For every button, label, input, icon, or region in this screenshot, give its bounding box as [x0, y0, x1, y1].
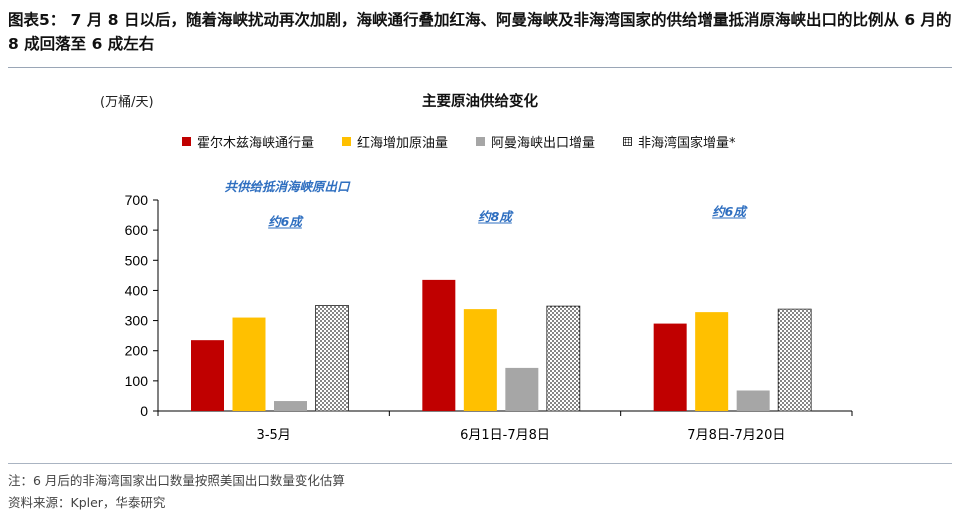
legend-label-non-gulf: 非海湾国家增量* — [638, 136, 736, 151]
bar-non-gulf — [777, 308, 812, 412]
bar-oman — [505, 367, 539, 411]
footnote: 注：6 月后的非海湾国家出口数量按照美国出口数量变化估算 — [8, 473, 345, 488]
legend-label-red-sea: 红海增加原油量 — [357, 136, 449, 151]
bar-hormuz — [653, 323, 687, 411]
y-tick-label: 700 — [125, 192, 149, 208]
bar-red-sea — [695, 312, 729, 411]
legend-item-oman: 阿曼海峡出口增量 — [476, 132, 595, 151]
legend-swatch-non-gulf — [623, 137, 633, 146]
legend-item-hormuz: 霍尔木兹海峡通行量 — [182, 132, 314, 151]
legend-label-oman: 阿曼海峡出口增量 — [491, 136, 596, 151]
footer-divider — [8, 463, 952, 464]
annotation-label: 约6成 — [712, 204, 748, 219]
bar-hormuz — [191, 340, 224, 411]
legend-swatch-red-sea — [342, 137, 352, 146]
chart-title: 主要原油供给变化 — [422, 94, 538, 110]
x-category-label: 7月8日-7月20日 — [687, 428, 785, 443]
y-tick-label: 400 — [125, 282, 149, 298]
x-category-label: 6月1日-7月8日 — [460, 428, 550, 443]
legend-swatch-oman — [476, 137, 486, 146]
bar-oman — [274, 401, 307, 411]
legend-item-non-gulf: 非海湾国家增量* — [623, 132, 736, 151]
legend-item-red-sea: 红海增加原油量 — [342, 132, 448, 151]
legend: 霍尔木兹海峡通行量 红海增加原油量 阿曼海峡出口增量 非海湾国家增量* — [182, 132, 736, 151]
bar-non-gulf — [546, 305, 581, 412]
y-tick-label: 200 — [125, 343, 149, 359]
source-note: 资料来源：Kpler，华泰研究 — [8, 495, 166, 510]
unit-label: (万桶/天) — [100, 95, 154, 110]
y-tick-label: 600 — [125, 222, 149, 238]
figure-title: 图表5： 7 月 8 日以后，随着海峡扰动再次加剧，海峡通行叠加红海、阿曼海峡及… — [8, 11, 952, 53]
y-tick-label: 0 — [140, 403, 148, 419]
bar-red-sea — [463, 309, 497, 411]
header-divider — [8, 67, 952, 68]
legend-swatch-hormuz — [182, 137, 191, 146]
bar-non-gulf — [315, 305, 349, 412]
bar-red-sea — [232, 317, 266, 411]
y-tick-label: 500 — [125, 252, 149, 268]
annotation-label: 共供给抵消海峡原出口 — [224, 179, 351, 194]
annotation-label: 约8成 — [478, 209, 514, 224]
y-tick-label: 300 — [125, 313, 149, 329]
x-category-label: 3-5月 — [257, 428, 291, 443]
annotation-label: 约6成 — [268, 214, 304, 229]
bar-oman — [736, 390, 770, 411]
y-tick-label: 100 — [125, 373, 149, 389]
legend-label-hormuz: 霍尔木兹海峡通行量 — [197, 136, 315, 151]
bar-hormuz — [422, 279, 456, 411]
